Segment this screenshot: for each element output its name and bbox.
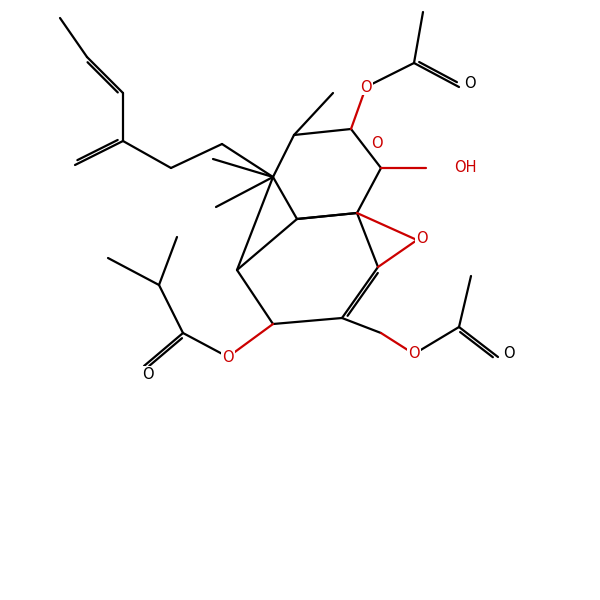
Text: O: O <box>360 79 372 94</box>
Text: O: O <box>408 347 420 361</box>
Text: O: O <box>371 136 383 151</box>
Text: O: O <box>503 347 515 361</box>
Text: O: O <box>142 367 154 382</box>
Text: OH: OH <box>454 160 476 175</box>
Text: O: O <box>464 76 476 91</box>
Text: O: O <box>416 231 428 246</box>
Text: O: O <box>222 349 234 364</box>
